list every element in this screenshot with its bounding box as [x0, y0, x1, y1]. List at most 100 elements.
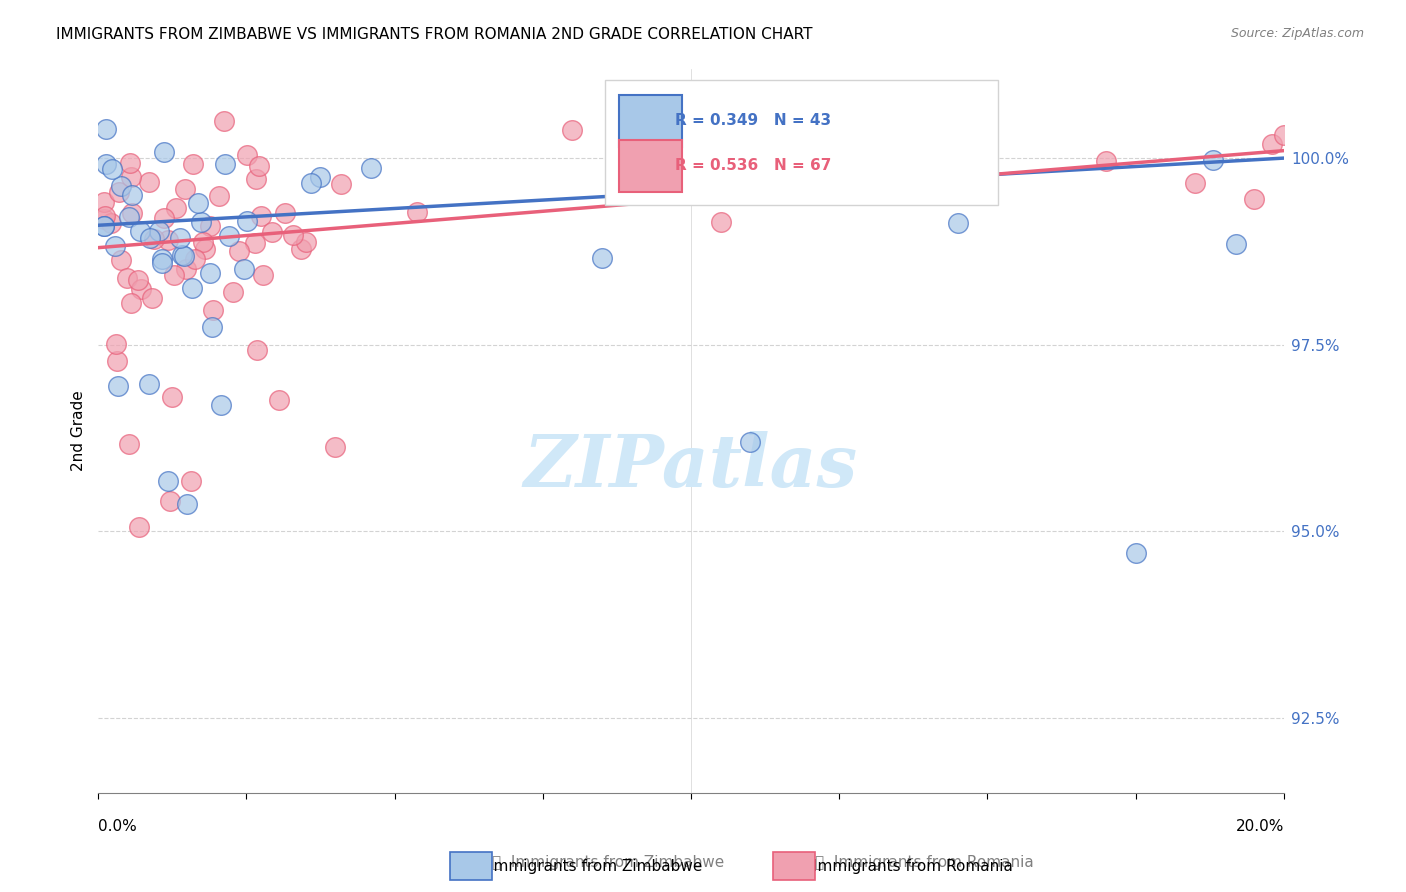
Point [100, 161, 122, 176]
Point [232, 261, 254, 276]
Point [187, 195, 209, 210]
Point [201, 302, 224, 317]
Point [121, 206, 143, 220]
Point [173, 248, 195, 262]
Point [650, 113, 672, 128]
Point [1261, 136, 1284, 151]
Point [1184, 176, 1206, 190]
Point [110, 252, 132, 267]
Point [96, 122, 118, 136]
Point [283, 227, 305, 242]
Point [174, 262, 197, 277]
Point [193, 235, 215, 249]
Point [245, 171, 267, 186]
Text: IMMIGRANTS FROM ZIMBABWE VS IMMIGRANTS FROM ROMANIA 2ND GRADE CORRELATION CHART: IMMIGRANTS FROM ZIMBABWE VS IMMIGRANTS F… [56, 27, 813, 42]
Point [201, 320, 224, 334]
Text: Immigrants from Zimbabwe: Immigrants from Zimbabwe [489, 859, 703, 873]
Text: Immigrants from Romania: Immigrants from Romania [813, 859, 1012, 873]
Point [93, 212, 115, 227]
Point [1243, 192, 1265, 206]
Point [299, 176, 322, 190]
Point [152, 145, 174, 160]
Point [243, 235, 266, 250]
Point [323, 440, 346, 454]
Point [946, 216, 969, 230]
Point [236, 214, 259, 228]
Point [108, 185, 131, 199]
Point [93, 194, 115, 209]
Point [107, 379, 129, 393]
Point [118, 155, 141, 169]
Point [103, 239, 125, 253]
Point [295, 235, 318, 249]
Point [127, 273, 149, 287]
Point [120, 296, 142, 310]
Point [139, 231, 162, 245]
Point [94, 210, 117, 224]
Point [620, 131, 643, 145]
Y-axis label: 2nd Grade: 2nd Grade [72, 390, 86, 471]
Point [163, 268, 186, 282]
Point [180, 281, 202, 295]
Point [360, 161, 382, 175]
Point [710, 215, 733, 229]
Point [96, 157, 118, 171]
Point [1285, 151, 1308, 165]
Point [93, 219, 115, 233]
Point [105, 337, 128, 351]
Point [273, 206, 295, 220]
Point [222, 285, 245, 299]
Point [190, 215, 212, 229]
Point [591, 251, 613, 265]
Point [740, 434, 762, 449]
Point [156, 474, 179, 488]
Point [148, 224, 170, 238]
Point [1296, 142, 1319, 156]
Point [120, 170, 142, 185]
Point [218, 229, 240, 244]
Point [160, 390, 183, 404]
Point [1225, 237, 1247, 252]
Point [153, 211, 176, 225]
Point [100, 216, 122, 230]
Point [150, 256, 173, 270]
Point [267, 393, 290, 408]
Point [118, 210, 141, 224]
Point [157, 233, 180, 247]
Point [208, 189, 231, 203]
Text: ZIPatlas: ZIPatlas [524, 431, 858, 502]
Point [200, 219, 222, 233]
Point [260, 226, 283, 240]
Point [252, 268, 274, 282]
Point [180, 474, 202, 488]
Point [138, 175, 160, 189]
Point [115, 271, 138, 285]
Point [174, 182, 197, 196]
Point [290, 242, 312, 256]
Text: 0.0%: 0.0% [98, 819, 136, 834]
Point [159, 494, 181, 508]
Text: 20.0%: 20.0% [1236, 819, 1284, 834]
Text: Source: ZipAtlas.com: Source: ZipAtlas.com [1230, 27, 1364, 40]
Point [246, 343, 269, 357]
Point [150, 252, 173, 266]
Point [235, 148, 257, 162]
Text: R = 0.536   N = 67: R = 0.536 N = 67 [675, 159, 831, 173]
Point [169, 231, 191, 245]
Point [1095, 154, 1118, 169]
Point [1202, 153, 1225, 167]
Point [129, 282, 152, 296]
Point [330, 178, 353, 192]
Point [561, 123, 583, 137]
Point [247, 159, 270, 173]
Point [121, 187, 143, 202]
Point [181, 157, 204, 171]
Text: ⬜  Immigrants from Zimbabwe: ⬜ Immigrants from Zimbabwe [492, 855, 724, 870]
Text: ⬜  Immigrants from Romania: ⬜ Immigrants from Romania [815, 855, 1035, 870]
Point [250, 209, 273, 223]
Point [212, 113, 235, 128]
Point [198, 266, 221, 280]
Point [110, 179, 132, 194]
Point [165, 201, 187, 215]
Point [143, 232, 166, 246]
